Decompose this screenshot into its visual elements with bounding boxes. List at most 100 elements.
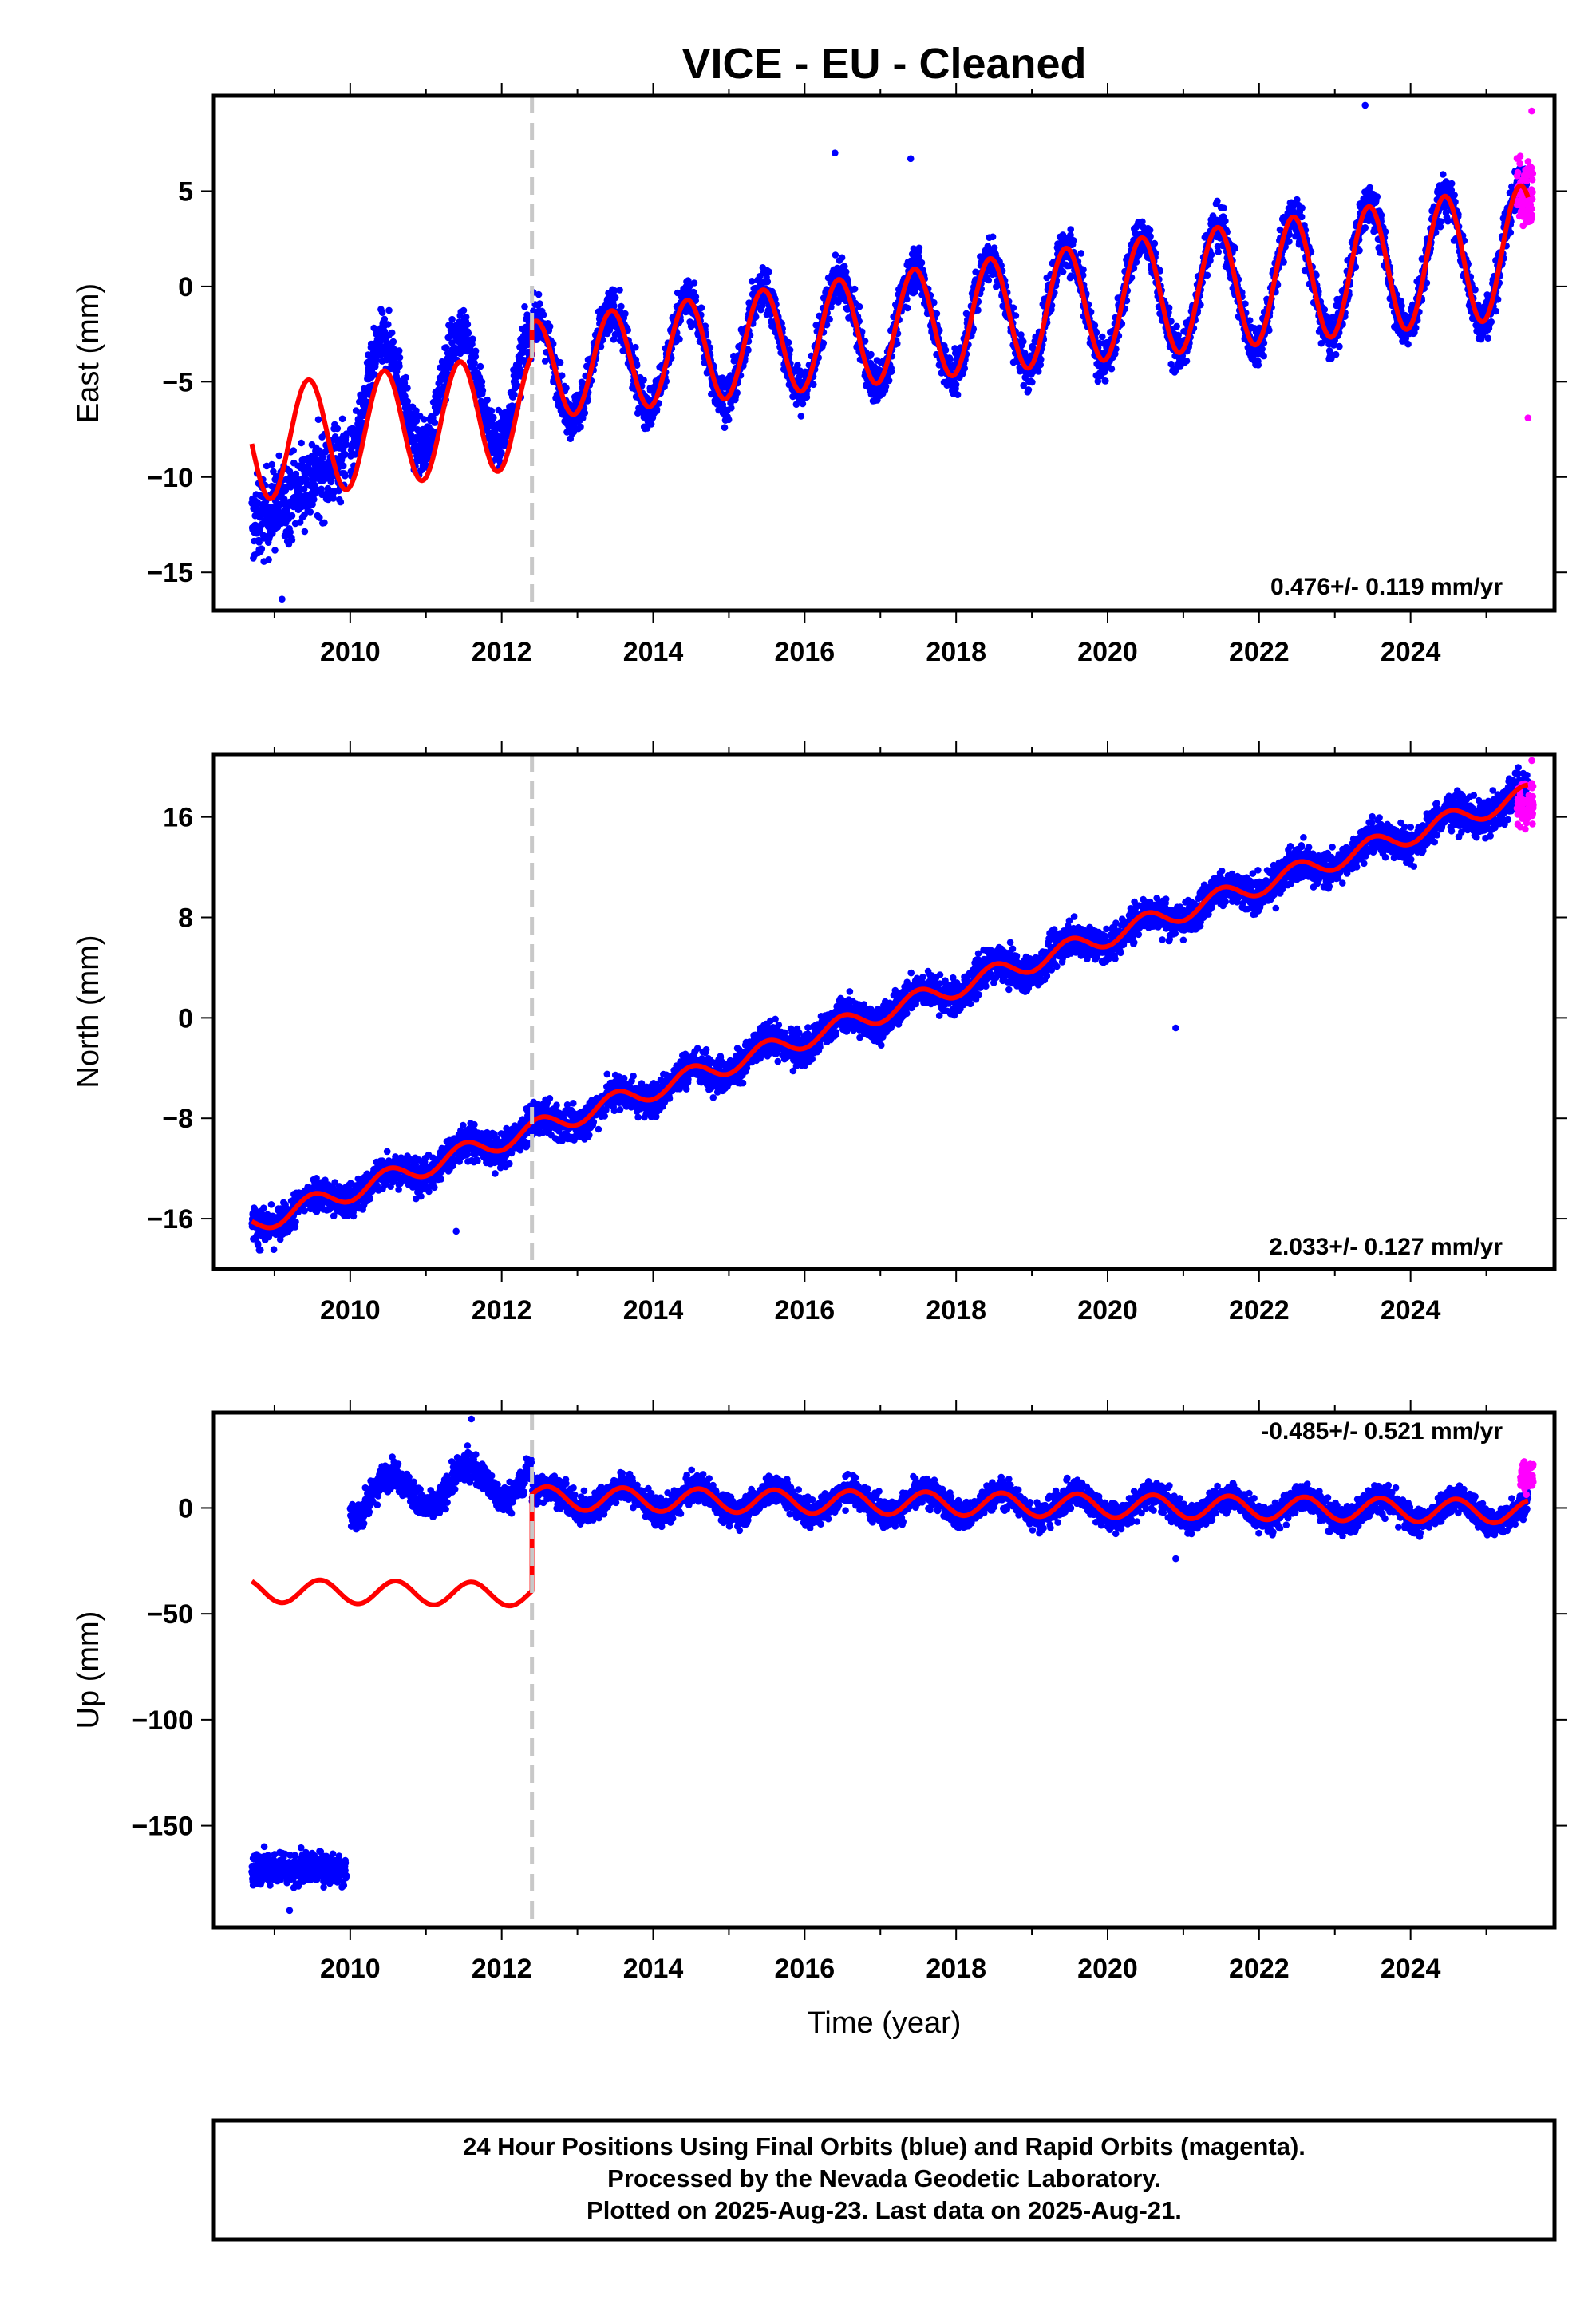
east-final-point [314,416,322,423]
east-final-point [1183,358,1191,365]
east-final-point [1336,342,1343,350]
east-final-point [697,304,705,312]
east-final-point [786,346,794,354]
east-final-point [1361,224,1369,231]
east-final-point [1029,378,1036,386]
east-final-point [288,536,296,544]
east-final-point [989,233,997,241]
east-final-point [885,377,893,385]
east-final-point [1102,377,1109,385]
east-final-point [616,287,623,294]
east-final-point [690,279,698,287]
east-final-point [424,455,432,463]
east-final-point [498,449,505,456]
east-final-point [516,365,523,373]
east-final-point [342,450,349,458]
east-final-point [784,338,792,346]
east-final-point [1203,271,1211,279]
east-final-point [479,387,487,394]
east-final-point [342,430,350,437]
east-final-point [535,290,543,298]
east-final-point [838,254,846,262]
east-final-point [1020,338,1027,346]
east-final-point [1067,226,1074,233]
east-final-point [484,396,491,404]
east-final-point [370,324,378,332]
east-final-point [1108,365,1116,373]
east-final-point [797,413,805,420]
east-final-point [342,440,350,448]
east-final-point [1034,368,1042,375]
east-final-point [385,321,392,328]
east-final-point [887,368,895,376]
east-final-point [733,389,741,397]
east-final-point [381,315,389,323]
east-final-point [1165,304,1173,312]
east-final-point [640,376,647,384]
east-final-point [653,405,661,413]
east-final-point [556,358,564,366]
east-panel: 2010 2012 2014 2016 2018 2020 2022 202450−5−10−… [72,83,1567,667]
east-final-point [290,447,298,454]
east-final-point [280,496,288,503]
east-final-point [318,485,326,493]
east-final-point [514,382,521,389]
east-final-point [855,302,863,310]
east-final-point [558,372,566,380]
east-final-point [1151,239,1159,247]
east-final-point [842,268,850,275]
east-final-point [1214,197,1221,205]
east-final-point [306,508,314,516]
east-final-point [471,359,478,367]
east-final-point [298,439,305,447]
east-final-point [1025,386,1033,393]
east-final-point [464,321,472,328]
east-final-point [511,391,518,399]
east-final-point [1246,317,1254,324]
east-final-point [464,330,472,337]
east-final-point [469,335,476,343]
east-final-point [1222,217,1229,225]
east-final-point [316,514,323,521]
east-final-point [272,472,280,480]
east-final-point [1231,244,1238,252]
east-final-point [401,379,409,387]
east-final-point [765,268,772,275]
east-final-point [396,362,403,370]
east-final-point [1260,352,1267,360]
east-final-point [952,381,960,389]
east-final-point [1254,362,1262,369]
east-final-point [803,393,811,401]
east-final-point [692,293,700,301]
east-final-point [339,462,347,470]
east-final-point [610,287,618,294]
east-final-point [519,349,527,357]
east-final-point [624,326,631,334]
east-final-point [321,519,328,527]
east-final-point [413,407,420,414]
east-final-point [1012,312,1020,319]
east-final-point [286,528,294,536]
east-final-point [1173,322,1180,330]
east-final-point [330,495,338,502]
east-final-point [918,259,926,267]
east-final-point [1146,227,1154,234]
east-final-point [1332,350,1340,358]
east-final-point [411,441,418,449]
east-final-point [632,343,639,351]
east-final-point [389,338,397,346]
east-final-point [1077,250,1085,257]
east-final-point [271,547,279,554]
east-final-point [1207,257,1214,264]
east-final-point [319,454,326,461]
east-final-point [355,434,363,441]
east-final-point [985,276,993,284]
east-final-point [288,512,296,520]
east-final-point [377,337,384,345]
east-final-point [563,385,570,392]
east-final-point [385,306,393,314]
east-final-point [622,310,629,318]
east-final-point [472,347,480,355]
east-final-point [421,416,428,423]
east-final-point [1080,266,1087,274]
